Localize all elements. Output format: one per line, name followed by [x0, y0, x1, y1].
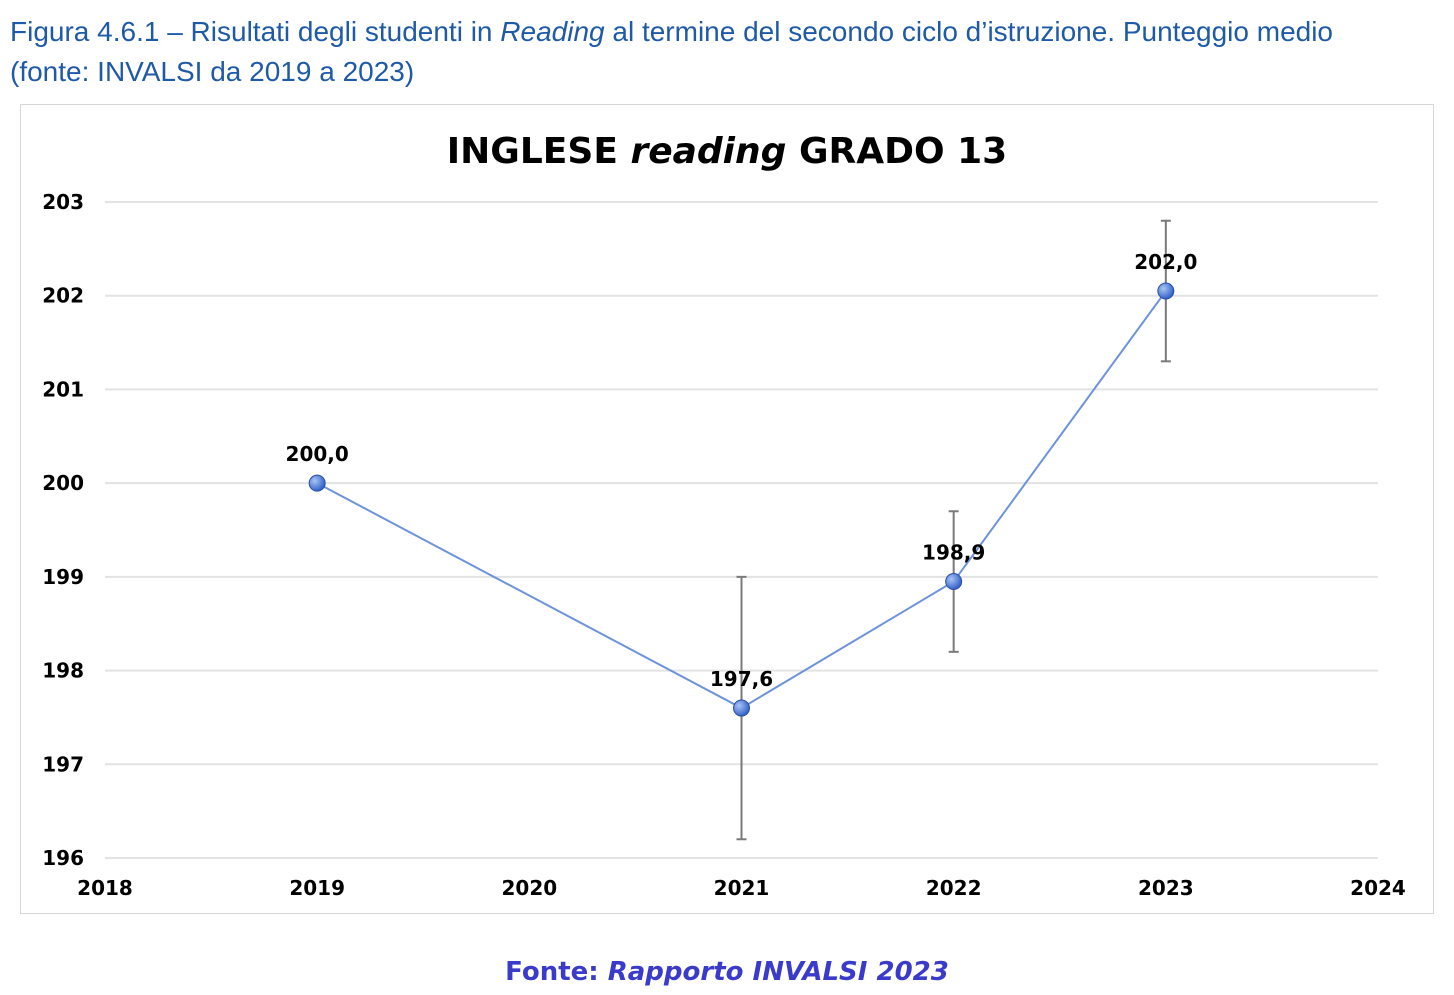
source-prefix: Fonte: [505, 957, 608, 987]
y-tick-label: 197 [42, 752, 84, 776]
y-tick-label: 201 [42, 377, 84, 401]
y-tick-label: 196 [42, 846, 84, 870]
chart-title-part-1: INGLESE [447, 131, 631, 172]
chart-title-part-2: reading [630, 131, 786, 172]
x-tick-label: 2021 [714, 876, 770, 900]
caption-text-end: al termine del secondo ciclo d’istruzion… [604, 16, 1334, 47]
caption-italic-word: Reading [500, 16, 605, 47]
series-line [316, 290, 1167, 710]
x-axis-ticks: 2018 2019 2020 2021 2022 2023 2024 [77, 876, 1406, 900]
x-tick-label: 2022 [926, 876, 982, 900]
source-title: Rapporto INVALSI 2023 [607, 957, 949, 987]
y-tick-label: 203 [42, 190, 84, 214]
x-tick-label: 2018 [77, 876, 133, 900]
data-label: 198,9 [922, 541, 985, 565]
data-label: 202,0 [1134, 250, 1197, 274]
y-tick-label: 202 [42, 284, 84, 308]
x-tick-label: 2020 [501, 876, 557, 900]
x-tick-label: 2019 [289, 876, 345, 900]
figure-caption: Figura 4.6.1 – Risultati degli studenti … [10, 12, 1450, 92]
caption-line-1: Figura 4.6.1 – Risultati degli studenti … [10, 12, 1450, 52]
caption-line-2: (fonte: INVALSI da 2019 a 2023) [10, 56, 415, 87]
data-point [308, 474, 326, 492]
data-label: 197,6 [710, 667, 773, 691]
data-series: 200,0 197,6 198,9 202,0 [286, 219, 1197, 841]
caption-text: Figura 4.6.1 – Risultati degli studenti … [10, 16, 501, 47]
y-axis-ticks: 196 197 198 199 200 201 202 203 [42, 190, 84, 870]
chart-title-part-3: GRADO 13 [786, 131, 1007, 172]
data-label: 200,0 [286, 442, 349, 466]
data-point [1157, 282, 1175, 300]
x-tick-label: 2024 [1350, 876, 1406, 900]
y-tick-label: 198 [42, 659, 84, 683]
chart-title: INGLESE reading GRADO 13 [447, 131, 1007, 172]
source-note: Fonte: Rapporto INVALSI 2023 [0, 957, 1454, 987]
y-tick-label: 200 [42, 471, 84, 495]
chart-frame [20, 104, 1434, 914]
x-tick-label: 2023 [1138, 876, 1194, 900]
y-tick-label: 199 [42, 565, 84, 589]
line-chart: INGLESE reading GRADO 13 196 197 198 199 200… [42, 131, 1406, 900]
data-point [945, 573, 963, 591]
data-point [733, 699, 750, 717]
